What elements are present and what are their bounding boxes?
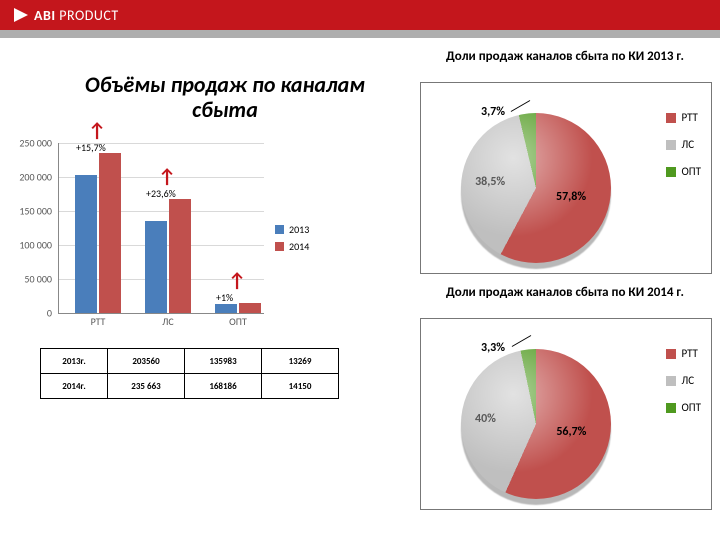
bar-legend-item: 2013 <box>275 223 309 236</box>
legend-swatch-icon <box>275 242 284 251</box>
pie-slice-label: 56,7% <box>556 425 586 439</box>
brand-logo: ABI PRODUCT <box>14 7 119 24</box>
pie-legend-item: РТТ <box>666 111 701 124</box>
pie-legend-label: РТТ <box>682 111 698 124</box>
pie-legend-item: РТТ <box>666 347 701 360</box>
brand-topbar: ABI PRODUCT <box>0 0 720 30</box>
table-row-header: 2013г. <box>41 349 108 374</box>
pie-legend-label: РТТ <box>682 347 698 360</box>
bar-xlabel: ЛС <box>138 315 198 328</box>
pie-leader-line <box>511 100 531 112</box>
pie-slice-label: 3,7% <box>481 105 505 119</box>
play-icon <box>14 8 28 22</box>
legend-swatch-icon <box>666 376 676 386</box>
bar-legend-label: 2014 <box>289 240 309 253</box>
bar <box>99 153 121 313</box>
table-cell: 13269 <box>262 349 339 374</box>
pie-legend-label: ЛС <box>682 374 695 387</box>
legend-swatch-icon <box>666 140 676 150</box>
arrow-up-icon: ↑ <box>228 269 246 293</box>
data-table: 2013г.20356013598313269 2014г.235 6631681… <box>40 348 339 399</box>
pie-2013: 57,8%38,5%3,7% <box>461 113 611 263</box>
bar-legend-label: 2013 <box>289 223 309 236</box>
pie-leader-line <box>512 336 532 348</box>
pie-2014: 56,7%40%3,3% <box>461 349 611 499</box>
table-row-header: 2014г. <box>41 374 108 399</box>
pie-legend-label: ЛС <box>682 138 695 151</box>
pie-legend-label: ОПТ <box>682 401 701 414</box>
legend-swatch-icon <box>666 113 676 123</box>
table-cell: 168186 <box>185 374 262 399</box>
legend-swatch-icon <box>666 403 676 413</box>
arrow-up-icon: ↑ <box>158 165 176 189</box>
pie-slice-label: 40% <box>475 412 496 426</box>
bar <box>215 304 237 313</box>
bar <box>145 221 167 313</box>
bar-chart: 050 000100 000150 000200 000250 000 2013… <box>10 143 310 338</box>
bar <box>239 303 261 313</box>
table-cell: 235 663 <box>108 374 185 399</box>
pie-slice-label: 57,8% <box>556 190 586 204</box>
table-cell: 203560 <box>108 349 185 374</box>
pie-legend-item: ОПТ <box>666 165 701 178</box>
pie-legend-item: ОПТ <box>666 401 701 414</box>
bar <box>75 175 97 313</box>
table-cell: 14150 <box>262 374 339 399</box>
bar-ytick: 100 000 <box>19 239 52 252</box>
brand-name: ABI PRODUCT <box>34 7 119 24</box>
bar-ytick: 50 000 <box>24 273 52 286</box>
page-title: Объёмы продаж по каналам сбыта <box>60 72 390 123</box>
arrow-up-icon: ↑ <box>88 119 106 143</box>
bar-ytick: 250 000 <box>19 137 52 150</box>
bar-ytick: 150 000 <box>19 205 52 218</box>
bar-chart-yaxis: 050 000100 000150 000200 000250 000 <box>10 143 56 313</box>
bar-legend-item: 2014 <box>275 240 309 253</box>
bar-xlabel: ОПТ <box>208 315 268 328</box>
pie-2013-box: 57,8% 38,5% 3,7% РТТ ЛС ОПТ <box>420 82 712 274</box>
pie-legend-item: ЛС <box>666 374 701 387</box>
pie-slice-label: 38,5% <box>475 175 505 189</box>
pie-2014-title: Доли продаж каналов сбыта по КИ 2014 г. <box>420 286 710 301</box>
brand-greybar <box>0 30 720 38</box>
pie-2013-title: Доли продаж каналов сбыта по КИ 2013 г. <box>420 50 710 65</box>
pie-slice-label: 3,3% <box>481 341 505 355</box>
bar-xlabel: РТТ <box>68 315 128 328</box>
pie-2014-box: 56,7% 40% 3,3% РТТ ЛС ОПТ <box>420 318 712 510</box>
legend-swatch-icon <box>666 349 676 359</box>
pie-2014-legend: РТТ ЛС ОПТ <box>666 347 701 428</box>
legend-swatch-icon <box>666 167 676 177</box>
table-cell: 135983 <box>185 349 262 374</box>
bar-chart-legend: 2013 2014 <box>275 223 309 257</box>
pie-2013-legend: РТТ ЛС ОПТ <box>666 111 701 192</box>
bar-ytick: 200 000 <box>19 171 52 184</box>
pie-legend-item: ЛС <box>666 138 701 151</box>
bar <box>169 199 191 313</box>
pie-legend-label: ОПТ <box>682 165 701 178</box>
bar-ytick: 0 <box>47 307 52 320</box>
legend-swatch-icon <box>275 225 284 234</box>
